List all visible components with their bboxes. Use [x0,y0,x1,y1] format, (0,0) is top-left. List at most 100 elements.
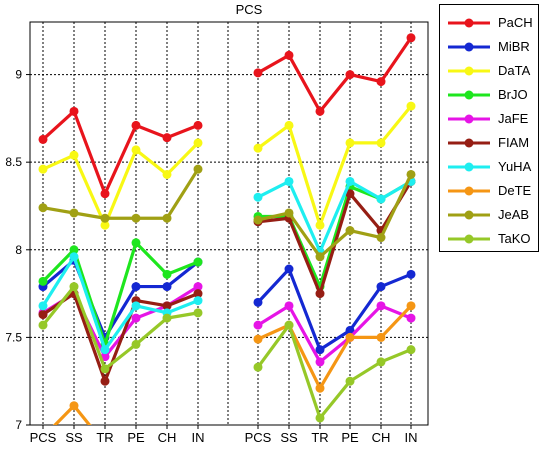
series-line [257,36,413,113]
data-point [193,308,203,318]
data-point [376,77,386,87]
data-point [38,310,48,320]
x-tick-label: PCS [245,430,272,445]
x-tick-label: CH [158,430,177,445]
legend-item: MiBR [446,36,538,58]
data-point [376,194,386,204]
data-point [69,245,79,255]
data-point [69,106,79,116]
data-point [345,376,355,386]
legend-label: DeTE [498,183,532,198]
data-point [162,133,172,143]
legend-label: TaKO [498,231,531,246]
data-point [69,282,79,292]
legend-item: JeAB [446,204,538,226]
data-point [131,120,141,130]
x-tick-label: SS [280,430,298,445]
data-point [193,164,203,174]
legend-label: BrJO [498,87,528,102]
data-point [162,301,172,311]
series-line [257,304,413,390]
data-point [406,269,416,279]
series-line [257,105,413,227]
data-point [100,220,110,230]
legend-label: JaFE [498,111,529,126]
legend-swatch [448,186,490,196]
data-point [315,345,325,355]
series-line [41,109,199,196]
data-point [406,101,416,111]
legend-item: BrJO [446,84,538,106]
data-point [253,215,263,225]
legend-item: JaFE [446,108,538,130]
legend-swatch [448,114,490,124]
plot-frame [29,21,429,426]
data-point [376,332,386,342]
series-line [42,141,200,227]
data-point [253,143,263,153]
x-tick-label: PE [341,430,359,445]
x-tick-label: TR [96,430,113,445]
data-point [100,345,110,355]
series-FIAM [38,176,416,386]
data-point [345,325,355,335]
data-point [162,169,172,179]
data-point [315,289,325,299]
data-point [315,357,325,367]
data-point [345,189,355,199]
data-point [100,364,110,374]
data-point [162,282,172,292]
data-point [131,213,141,223]
data-point [38,320,48,330]
data-point [193,120,203,130]
legend-item: TaKO [446,228,538,250]
legend-swatch [448,66,490,76]
data-point [162,213,172,223]
data-point [131,301,141,311]
series-line [257,304,412,364]
data-point [131,145,141,155]
data-point [284,176,294,186]
data-point [345,70,355,80]
data-point [69,208,79,218]
data-point [100,213,110,223]
data-point [406,345,416,355]
data-point [131,282,141,292]
x-tick-label: CH [372,430,391,445]
tick-labels: 7 7.5 8 8.5 9 PCS SS TR PE CH IN PCS SS TR PE CH IN [5,68,417,445]
series-DaTA [38,101,416,230]
data-point [284,301,294,311]
legend-item: DeTE [446,180,538,202]
legend-label: MiBR [498,39,530,54]
series-PaCH [38,33,416,199]
series-DeTE [52,301,416,425]
data-point [193,282,203,292]
series-line [257,173,413,259]
data-point [315,413,325,423]
legend-swatch [448,90,490,100]
data-point [345,176,355,186]
data-point [38,276,48,286]
legend-label: FIAM [498,135,530,150]
data-point [284,50,294,60]
series-line [257,179,412,254]
legend-item: YuHA [446,156,538,178]
series-line [42,168,200,220]
data-point [162,269,172,279]
data-point [376,282,386,292]
series-JeAB [38,164,416,262]
data-point [69,150,79,160]
series-line [41,284,199,371]
series-line [41,255,199,352]
data-point [406,313,416,323]
axes [26,21,429,429]
legend-swatch [448,18,490,28]
data-point [131,313,141,323]
data-point [406,33,416,43]
data-point [284,320,294,330]
legend-swatch [448,234,490,244]
y-tick-label: 9 [15,68,22,82]
data-point [253,334,263,344]
legend-item: PaCH [446,12,538,34]
